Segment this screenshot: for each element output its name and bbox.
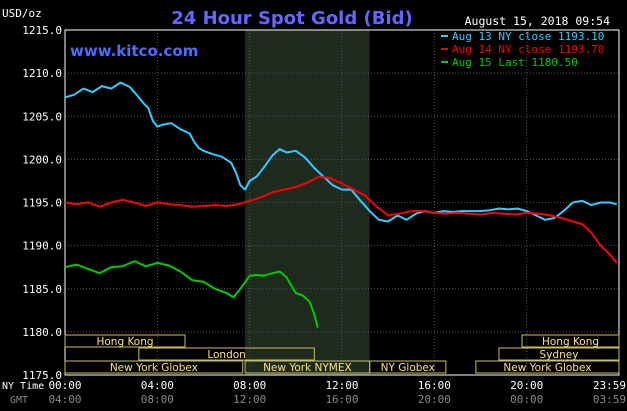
session-box <box>64 360 244 374</box>
session-box <box>475 360 620 374</box>
y-tick-label: 1215.0 <box>22 24 62 37</box>
x-ny-tick-label: 00:00 <box>48 379 81 392</box>
y-tick-label: 1185.0 <box>22 283 62 296</box>
chart-title: 24 Hour Spot Gold (Bid) <box>171 8 412 29</box>
series-line-3 <box>64 260 319 328</box>
session-label: New York Globex <box>503 362 591 374</box>
session-label: Hong Kong <box>96 336 153 348</box>
legend-entry: Aug 14 NY close 1193.70 <box>452 43 604 56</box>
y-tick-labels: 1215.0 1210.0 1205.0 1200.0 1195.0 1190.0 1185… <box>22 24 62 382</box>
market-sessions: Hong Kong London New York Globex New York N… <box>64 334 620 374</box>
y-tick-label: 1180.0 <box>22 326 62 339</box>
site-url: www.kitco.com <box>70 42 198 60</box>
x-ny-tick-label: 23:59 <box>593 379 626 392</box>
x-gmt-tick-label: 03:59 <box>593 393 626 406</box>
y-tick-label: 1205.0 <box>22 110 62 123</box>
y-tick-label: 1190.0 <box>22 240 62 253</box>
x-gmt-tick-label: 04:00 <box>48 393 81 406</box>
y-axis-label: USD/oz <box>2 7 42 20</box>
session-box <box>521 334 620 348</box>
session-label: New York Globex <box>110 362 198 374</box>
y-tick-label: 1175.0 <box>22 369 62 382</box>
legend-entry: Aug 15 Last 1180.50 <box>452 56 578 69</box>
x-gmt-tick-label: 12:00 <box>233 393 266 406</box>
legend-entry: Aug 13 NY close 1193.10 <box>452 30 604 43</box>
x-ny-axis-label: NY Time <box>2 381 44 392</box>
session-box <box>498 347 620 361</box>
session-box <box>64 334 186 348</box>
session-label: New York NYMEX <box>263 362 352 374</box>
x-tick-labels: 00:00 04:00 08:00 12:00 16:00 20:00 23:5904:00… <box>48 379 626 406</box>
x-gmt-tick-label: 00:00 <box>510 393 543 406</box>
session-label: Hong Kong <box>542 336 599 348</box>
session-box <box>369 360 447 374</box>
x-ny-tick-label: 20:00 <box>510 379 543 392</box>
x-ny-tick-label: 04:00 <box>141 379 174 392</box>
x-gmt-tick-label: 20:00 <box>418 393 451 406</box>
series-lines <box>64 81 618 328</box>
x-ny-tick-label: 16:00 <box>418 379 451 392</box>
nymex-highlight-band <box>245 30 370 375</box>
y-tick-label: 1210.0 <box>22 67 62 80</box>
session-label: Sydney <box>540 349 579 361</box>
x-gmt-tick-label: 16:00 <box>325 393 358 406</box>
x-gmt-tick-label: 08:00 <box>141 393 174 406</box>
session-label: London <box>207 349 246 361</box>
y-tick-label: 1200.0 <box>22 153 62 166</box>
x-ny-tick-label: 08:00 <box>233 379 266 392</box>
session-box <box>138 347 315 361</box>
series-line-1 <box>64 81 617 223</box>
x-ny-tick-label: 12:00 <box>325 379 358 392</box>
timestamp: August 15, 2018 09:54 <box>465 14 610 28</box>
session-label: NY Globex <box>381 362 435 374</box>
x-gmt-axis-label: GMT <box>10 395 28 406</box>
series-line-2 <box>64 175 618 264</box>
y-tick-label: 1195.0 <box>22 197 62 210</box>
